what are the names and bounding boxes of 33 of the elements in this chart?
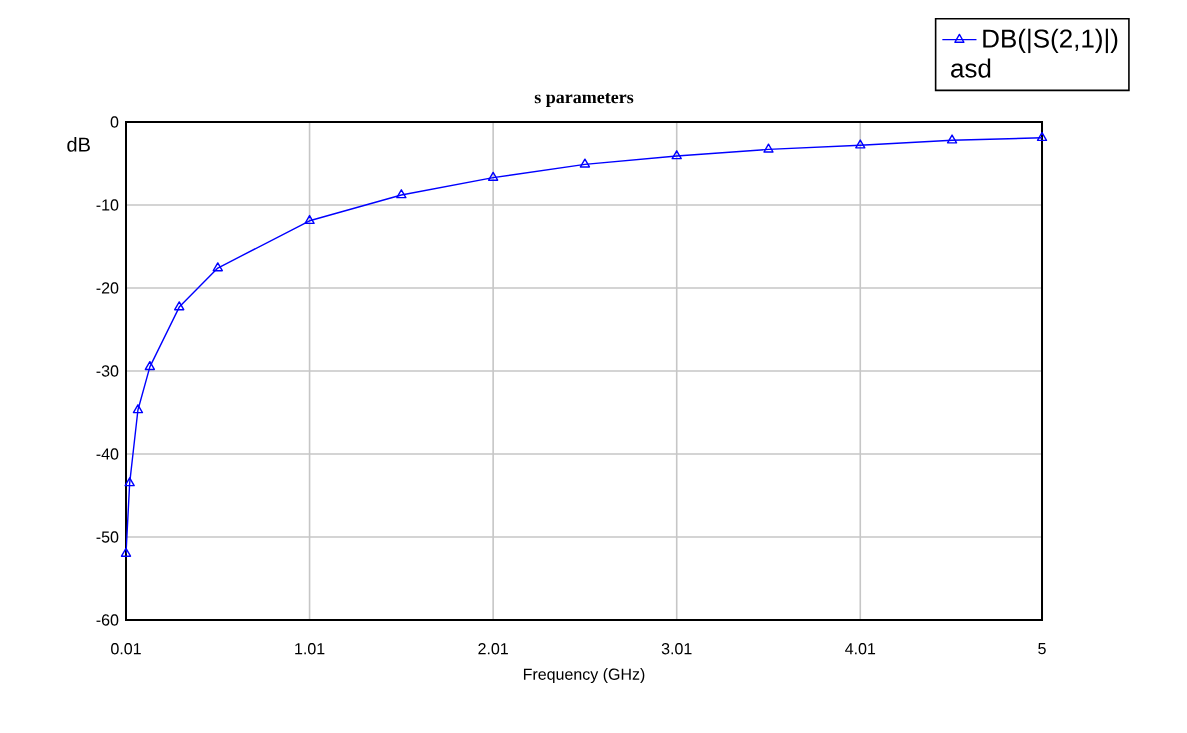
text: asd [951, 58, 991, 78]
point [120, 547, 132, 557]
point [132, 404, 144, 414]
y-tick-label: 0 [110, 116, 119, 128]
y-axis-title: dB [67, 137, 90, 152]
x-tick-label: 5 [1038, 643, 1046, 655]
y-tick-label: -30 [96, 365, 119, 377]
point [304, 214, 315, 225]
point [212, 262, 223, 272]
point [579, 158, 591, 168]
x-tick-label: 1.01 [295, 643, 325, 655]
point [487, 171, 499, 181]
point [855, 139, 866, 149]
point [1036, 131, 1048, 142]
x-tick-label: 3.01 [661, 643, 692, 655]
x-tick-label: 4.01 [845, 643, 876, 655]
point [763, 143, 774, 153]
legend-label: DB(|S(2,1)|) [983, 28, 1118, 54]
point [671, 150, 682, 160]
x-tick-label: 0.01 [111, 643, 141, 655]
x-axis-title: Frequency (GHz) [523, 668, 645, 684]
chart-title: s parameters [534, 92, 634, 107]
x-tick-label: 2.01 [478, 643, 508, 655]
point [144, 360, 156, 371]
point [946, 134, 958, 144]
point [396, 189, 407, 199]
y-tick-label: -20 [96, 282, 119, 294]
y-tick-label: -60 [96, 614, 119, 626]
point [124, 477, 135, 487]
y-tick-label: -40 [96, 448, 119, 460]
point [174, 301, 185, 311]
y-tick-label: -10 [96, 199, 119, 211]
y-tick-label: -50 [96, 531, 119, 543]
